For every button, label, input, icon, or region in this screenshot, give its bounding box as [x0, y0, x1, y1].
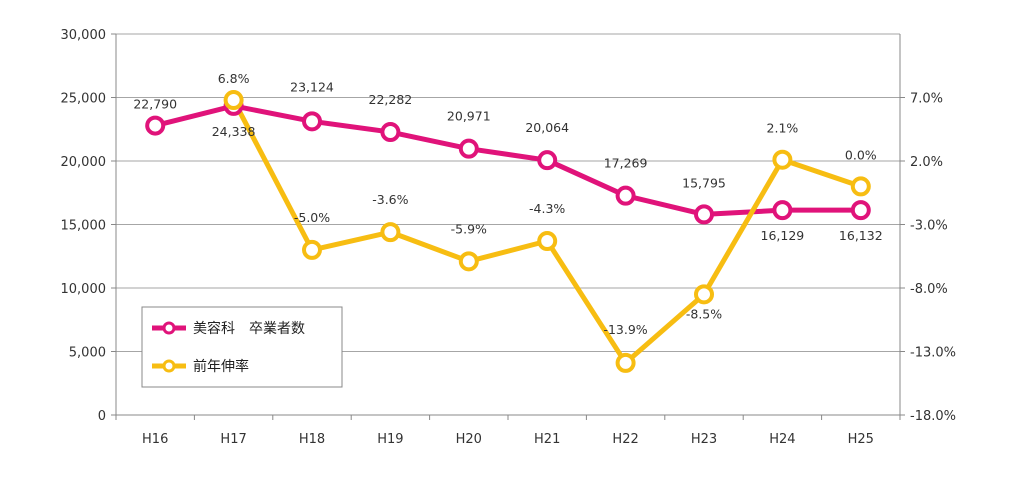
left-tick-label: 5,000 [69, 346, 106, 361]
data-point [380, 222, 401, 243]
left-tick-label: 15,000 [61, 219, 107, 234]
data-point [850, 176, 871, 197]
x-tick-label: H21 [534, 432, 560, 447]
data-label: 20,064 [525, 120, 569, 135]
data-point [537, 150, 558, 171]
data-label: 16,129 [761, 228, 805, 243]
series-points [145, 90, 871, 373]
right-tick-label: -8.0% [910, 282, 948, 297]
data-point [302, 111, 322, 132]
data-point [458, 251, 479, 272]
data-point [458, 138, 479, 159]
data-label: -5.0% [294, 210, 330, 225]
legend-box [141, 306, 343, 388]
data-label: 16,132 [839, 228, 883, 243]
data-label: -8.5% [686, 306, 722, 321]
left-tick-label: 0 [98, 409, 106, 424]
data-point [615, 352, 636, 373]
legend-marker-graduates [162, 321, 176, 335]
grid-lines [116, 33, 900, 352]
data-point [694, 204, 714, 225]
data-point [772, 149, 793, 170]
series-line-0 [154, 103, 861, 217]
x-tick-label: H18 [299, 432, 325, 447]
left-tick-label: 20,000 [61, 155, 107, 170]
right-tick-label: -3.0% [910, 219, 948, 234]
data-label: 2.1% [767, 121, 799, 136]
left-tick-label: 30,000 [61, 28, 107, 43]
data-label: -4.3% [529, 201, 565, 216]
data-point [380, 122, 401, 143]
right-tick-label: 7.0% [910, 92, 943, 107]
data-label: 15,795 [682, 175, 726, 190]
data-point [772, 200, 793, 221]
left-tick-label: 25,000 [61, 92, 107, 107]
data-point [145, 115, 166, 136]
x-tick-label: H24 [769, 432, 795, 447]
data-point [302, 239, 322, 260]
x-tick-label: H20 [456, 432, 482, 447]
left-tick-label: 10,000 [61, 282, 107, 297]
data-point [537, 231, 558, 252]
data-label: 0.0% [845, 147, 877, 162]
data-label: 6.8% [218, 71, 250, 86]
legend: 美容科 卒業者数 前年伸率 [141, 306, 343, 388]
data-point [694, 284, 714, 305]
legend-label-graduates: 美容科 卒業者数 [193, 320, 305, 337]
x-tick-label: H19 [377, 432, 403, 447]
data-label: 23,124 [290, 79, 334, 94]
data-point [615, 185, 636, 206]
x-tick-label: H16 [142, 432, 168, 447]
data-label: 22,282 [369, 92, 413, 107]
data-label: 17,269 [604, 156, 648, 171]
data-label: -5.9% [451, 221, 487, 236]
data-label: 20,971 [447, 109, 491, 124]
right-tick-label: -18.0% [910, 409, 956, 424]
data-labels: 22,790 24,338 23,124 22,282 20,971 20,064 17,2… [133, 71, 882, 337]
right-tick-label: -13.0% [910, 346, 956, 361]
data-point [223, 90, 244, 111]
x-tick-label: H22 [612, 432, 638, 447]
right-tick-label: 2.0% [910, 155, 943, 170]
x-tick-label: H17 [220, 432, 246, 447]
legend-marker-growth [162, 359, 176, 373]
data-label: 22,790 [133, 97, 177, 112]
x-tick-label: H25 [848, 432, 874, 447]
data-point [850, 200, 871, 221]
data-label: -13.9% [603, 322, 647, 337]
data-label: -3.6% [372, 192, 408, 207]
legend-label-growth: 前年伸率 [193, 358, 249, 375]
x-tick-label: H23 [691, 432, 717, 447]
data-label: 24,338 [212, 124, 256, 139]
axes: 0 5,000 10,000 15,000 20,000 25,000 30,000 -18.… [61, 28, 957, 447]
